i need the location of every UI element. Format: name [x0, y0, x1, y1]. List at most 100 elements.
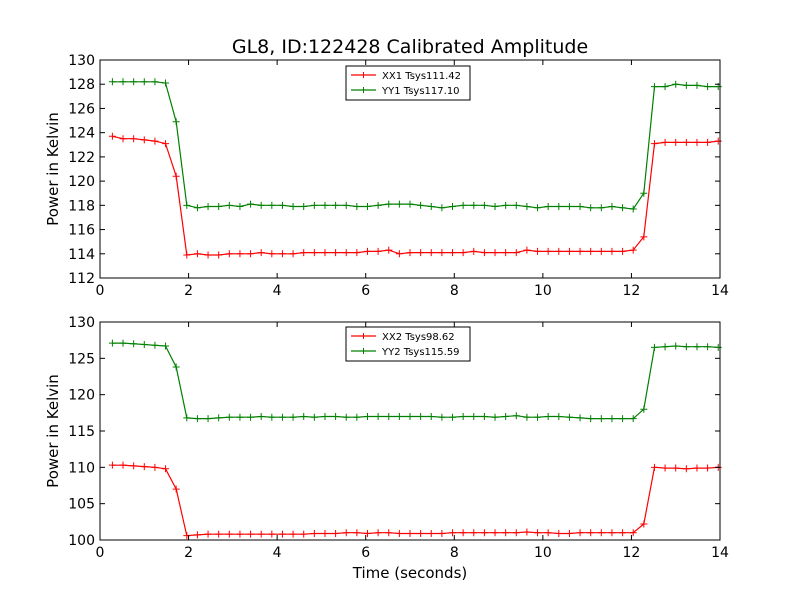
top-plot-series-2-point — [682, 81, 690, 89]
bottom-plot-y-tick-label: 105 — [68, 497, 95, 513]
top-plot-series-2-point — [236, 203, 244, 211]
top-plot-series-1-point — [321, 249, 329, 257]
top-plot-series-2-point — [459, 201, 467, 209]
top-plot-series-2-point — [215, 203, 223, 211]
bottom-plot-series-1-point — [438, 529, 446, 537]
top-plot-frame — [99, 59, 721, 279]
top-plot-series-2-point — [193, 204, 201, 212]
top-plot-series-2-point — [353, 203, 361, 211]
top-plot-series-2-point — [321, 201, 329, 209]
top-plot-series-2-point — [278, 201, 286, 209]
bottom-plot-x-tick-label: 4 — [273, 545, 282, 561]
top-plot-y-tick-label: 118 — [68, 198, 95, 214]
bottom-plot-legend-marker — [360, 348, 367, 354]
bottom-plot-series-2-point — [480, 412, 488, 420]
top-plot-series-1-point — [619, 247, 627, 255]
bottom-plot-series-2-point — [215, 414, 223, 422]
bottom-plot-series-2-point — [672, 342, 680, 350]
top-plot-series-1-point — [693, 138, 701, 146]
bottom-plot-series-2-point — [714, 343, 722, 351]
bottom-plot-series-1-point — [555, 529, 563, 537]
bottom-plot-series-1-point — [332, 529, 340, 537]
top-plot-series-1-point — [608, 247, 616, 255]
bottom-plot-series-1-point — [661, 464, 669, 472]
bottom-plot-series-1-point — [172, 485, 180, 493]
bottom-plot-series-1-point — [204, 530, 212, 538]
top-plot-series — [108, 78, 722, 259]
bottom-plot-series-1-point — [704, 464, 712, 472]
top-plot-x-tick-label: 6 — [361, 283, 370, 299]
top-plot-series-2-point — [108, 78, 116, 86]
bottom-plot-series-2-point — [512, 412, 520, 420]
top-plot-legend-box — [345, 65, 471, 101]
top-plot-y-tick-label: 114 — [68, 247, 95, 263]
bottom-plot-series-1-point — [119, 461, 127, 469]
top-plot-series-1-line — [112, 135, 719, 256]
bottom-plot-x-tick-label: 14 — [711, 545, 729, 561]
top-plot-series-1-point — [682, 138, 690, 146]
bottom-plot-series-1-point — [534, 529, 542, 537]
top-plot-series-1-point — [300, 249, 308, 257]
bottom-plot-series-2-point — [438, 413, 446, 421]
top-plot-series-1-point — [406, 249, 414, 257]
bottom-plot-series-2-point — [300, 412, 308, 420]
top-plot-series-2-point — [449, 203, 457, 211]
bottom-plot-series-2-point — [225, 413, 233, 421]
bottom-plot-series-1-point — [587, 529, 595, 537]
top-plot-series-2-point — [119, 78, 127, 86]
bottom-plot-series-1-point — [108, 461, 116, 469]
top-plot-x-tick-label: 0 — [96, 283, 105, 299]
top-plot-series-1-point — [353, 249, 361, 257]
bottom-plot-series-1-point — [300, 530, 308, 538]
top-plot-series-1-point — [204, 251, 212, 259]
bottom-plot-series-2-point — [502, 412, 510, 420]
top-plot-series-2-point — [342, 201, 350, 209]
top-plot-y-tick-label: 130 — [68, 53, 95, 69]
bottom-plot-series-1-point — [310, 529, 318, 537]
top-plot-series-1-point — [417, 249, 425, 257]
top-plot-series-1-point — [672, 138, 680, 146]
bottom-plot-y-tick-label: 125 — [68, 351, 95, 367]
top-plot-series-1-point — [629, 246, 637, 254]
top-plot-series-1-point — [183, 251, 191, 259]
bottom-plot-series-2-point — [693, 343, 701, 351]
bottom-plot-series-2-point — [491, 413, 499, 421]
bottom-plot-series-1-point — [597, 529, 605, 537]
bottom-plot-series-2-point — [640, 405, 648, 413]
bottom-plot-series-1-point — [544, 529, 552, 537]
bottom-plot-series-2-point — [236, 413, 244, 421]
bottom-plot-series-2-point — [119, 339, 127, 347]
top-plot-series-2-point — [565, 203, 573, 211]
top-plot-series-1-point — [342, 249, 350, 257]
top-plot-series-1-point — [172, 172, 180, 180]
bottom-plot-series-2-point — [353, 413, 361, 421]
bottom-plot-series — [108, 339, 722, 540]
top-plot-series-1-point — [502, 249, 510, 257]
bottom-plot-series-2-point — [310, 413, 318, 421]
top-plot-series-1-point — [597, 247, 605, 255]
bottom-plot-series-1-point — [236, 530, 244, 538]
top-plot-series-1-point — [310, 249, 318, 257]
top-plot-series-2-point — [704, 83, 712, 91]
bottom-plot-series-2-point — [629, 415, 637, 423]
bottom-plot-series-1-point — [470, 529, 478, 537]
bottom-plot-series-2-point — [342, 413, 350, 421]
top-plot-series-2-point — [417, 201, 425, 209]
bottom-plot-series-1-point — [427, 529, 435, 537]
bottom-plot-series-1-point — [491, 529, 499, 537]
bottom-plot-x-axis-label: Time (seconds) — [352, 564, 468, 582]
bottom-plot-series-2-point — [247, 413, 255, 421]
top-plot-series-1-point — [470, 247, 478, 255]
bottom-plot-series-2-point — [523, 413, 531, 421]
bottom-plot-series-1-point — [151, 463, 159, 471]
bottom-plot-legend-box — [345, 326, 471, 362]
top-plot-series-2-point — [576, 203, 584, 211]
bottom-plot-series-1-point — [406, 529, 414, 537]
top-plot-x-tick-label: 8 — [450, 283, 459, 299]
top-plot-series-1-point — [119, 135, 127, 143]
top-plot-series-2-point — [491, 203, 499, 211]
bottom-plot-x-tick-label: 2 — [184, 545, 193, 561]
top-plot-series-2-point — [427, 203, 435, 211]
bottom-plot-series-1-point — [278, 530, 286, 538]
top-plot-series-1-point — [332, 249, 340, 257]
